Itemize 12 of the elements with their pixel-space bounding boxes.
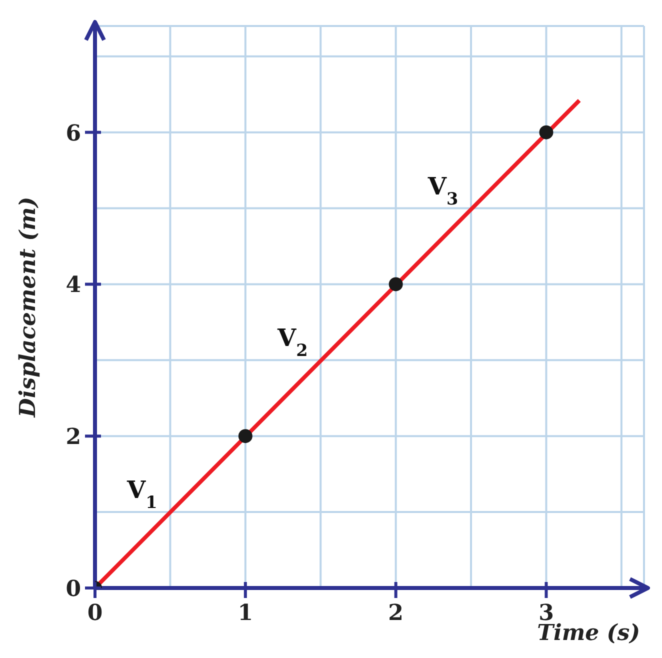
annotation: V$_{3}$ xyxy=(426,171,458,208)
y-axis-title: Displacement (m) xyxy=(15,196,41,418)
x-tick-label: 1 xyxy=(238,600,254,626)
x-tick-label: 0 xyxy=(87,600,103,626)
y-tick-label: 2 xyxy=(66,424,81,450)
y-tick-label: 0 xyxy=(66,576,81,602)
y-tick-label: 6 xyxy=(66,120,81,146)
y-tick-label: 4 xyxy=(66,272,81,298)
annotation: V$_{2}$ xyxy=(276,323,308,360)
x-tick-label: 2 xyxy=(388,600,404,626)
x-axis-title: Time (s) xyxy=(537,620,640,646)
annotation: V$_{1}$ xyxy=(126,475,158,512)
